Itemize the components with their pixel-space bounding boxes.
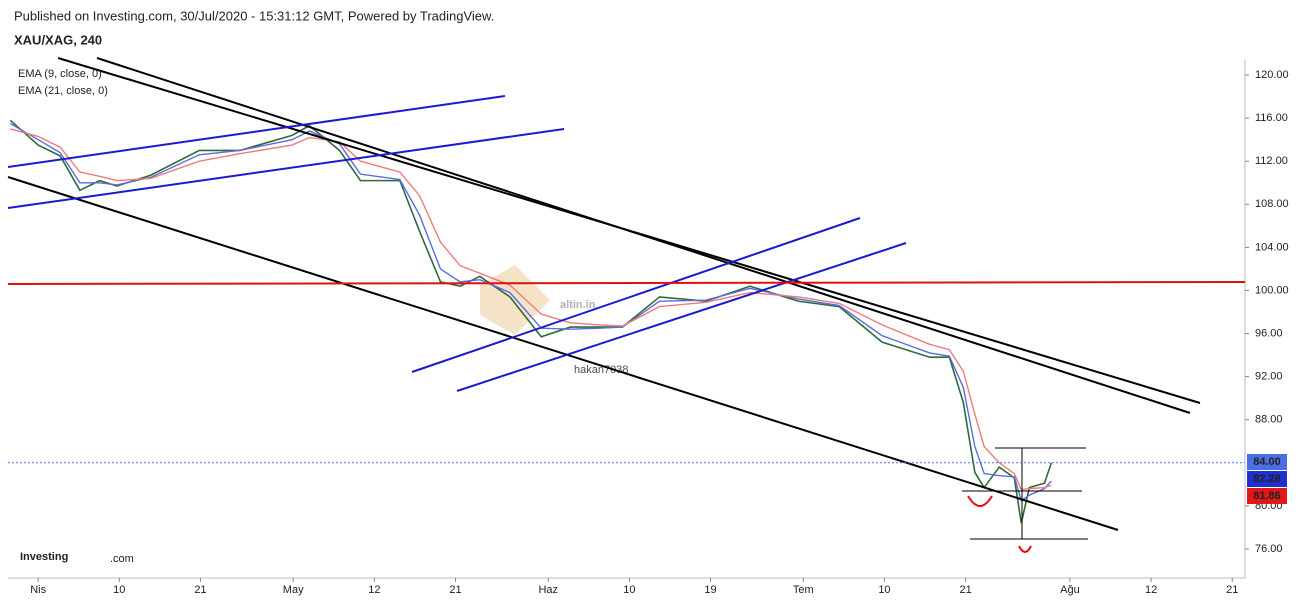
- x-tick-label: Tem: [793, 584, 814, 596]
- trendline: [411, 217, 861, 373]
- x-tick-label: Ağu: [1060, 584, 1080, 596]
- y-tick-label: 108.00: [1255, 198, 1289, 210]
- trendline: [7, 128, 565, 209]
- logo-shape: [480, 265, 550, 335]
- site-watermark: altin.in: [560, 299, 596, 311]
- y-tick-label: 116.00: [1255, 112, 1288, 124]
- brand-logo: Investing: [20, 551, 68, 563]
- price-label-box: [1247, 471, 1287, 487]
- legend: EMA (9, close, 0) EMA (21, close, 0): [18, 68, 108, 97]
- user-watermark: hakan7038: [574, 364, 628, 376]
- price-label: 81.86: [1253, 490, 1281, 502]
- price-line: [9, 119, 1053, 524]
- y-tick-label: 92.00: [1255, 371, 1283, 383]
- x-tick-label: May: [283, 584, 304, 596]
- plot-area: [9, 119, 1053, 524]
- y-tick-label: 76.00: [1255, 543, 1283, 555]
- x-tick-label: Haz: [538, 584, 558, 596]
- brand-suffix: .com: [110, 553, 134, 565]
- trendline: [7, 176, 1119, 531]
- x-tick-label: 21: [449, 584, 461, 596]
- x-tick-label: 10: [113, 584, 125, 596]
- ema-line: [10, 128, 1052, 491]
- ema-line: [9, 122, 1052, 502]
- legend-entry: EMA (21, close, 0): [18, 85, 108, 97]
- price-label-box: [1247, 454, 1287, 470]
- x-tick-label: 21: [959, 584, 971, 596]
- x-tick-label: 10: [623, 584, 635, 596]
- x-tick-label: 10: [878, 584, 890, 596]
- symbol: XAU/XAG, 240: [14, 32, 102, 47]
- trendline: [96, 57, 1191, 414]
- legend-entry: EMA (9, close, 0): [18, 68, 102, 80]
- x-tick-label: 19: [704, 584, 716, 596]
- drawings: [7, 57, 1246, 553]
- x-tick-label: 12: [1145, 584, 1157, 596]
- y-tick-label: 88.00: [1255, 414, 1283, 426]
- published-note: Published on Investing.com, 30/Jul/2020 …: [14, 8, 494, 23]
- bottom-mark: [1018, 545, 1032, 553]
- price-label: 84.00: [1253, 456, 1281, 468]
- x-tick-label: 12: [368, 584, 380, 596]
- y-tick-label: 100.00: [1255, 284, 1289, 296]
- y-tick-label: 96.00: [1255, 327, 1283, 339]
- price-label-box: [1247, 488, 1287, 504]
- x-tick-label: 21: [1226, 584, 1238, 596]
- x-tick-label: 21: [194, 584, 206, 596]
- y-tick-label: 112.00: [1255, 155, 1288, 167]
- bottom-mark: [967, 495, 993, 507]
- horizontal-line: [7, 281, 1246, 285]
- trendline: [7, 95, 506, 168]
- y-tick-label: 120.00: [1255, 69, 1289, 81]
- price-label: 82.28: [1253, 473, 1281, 485]
- trendline: [456, 242, 907, 392]
- y-tick-label: 104.00: [1255, 241, 1289, 253]
- x-tick-label: Nis: [30, 584, 46, 596]
